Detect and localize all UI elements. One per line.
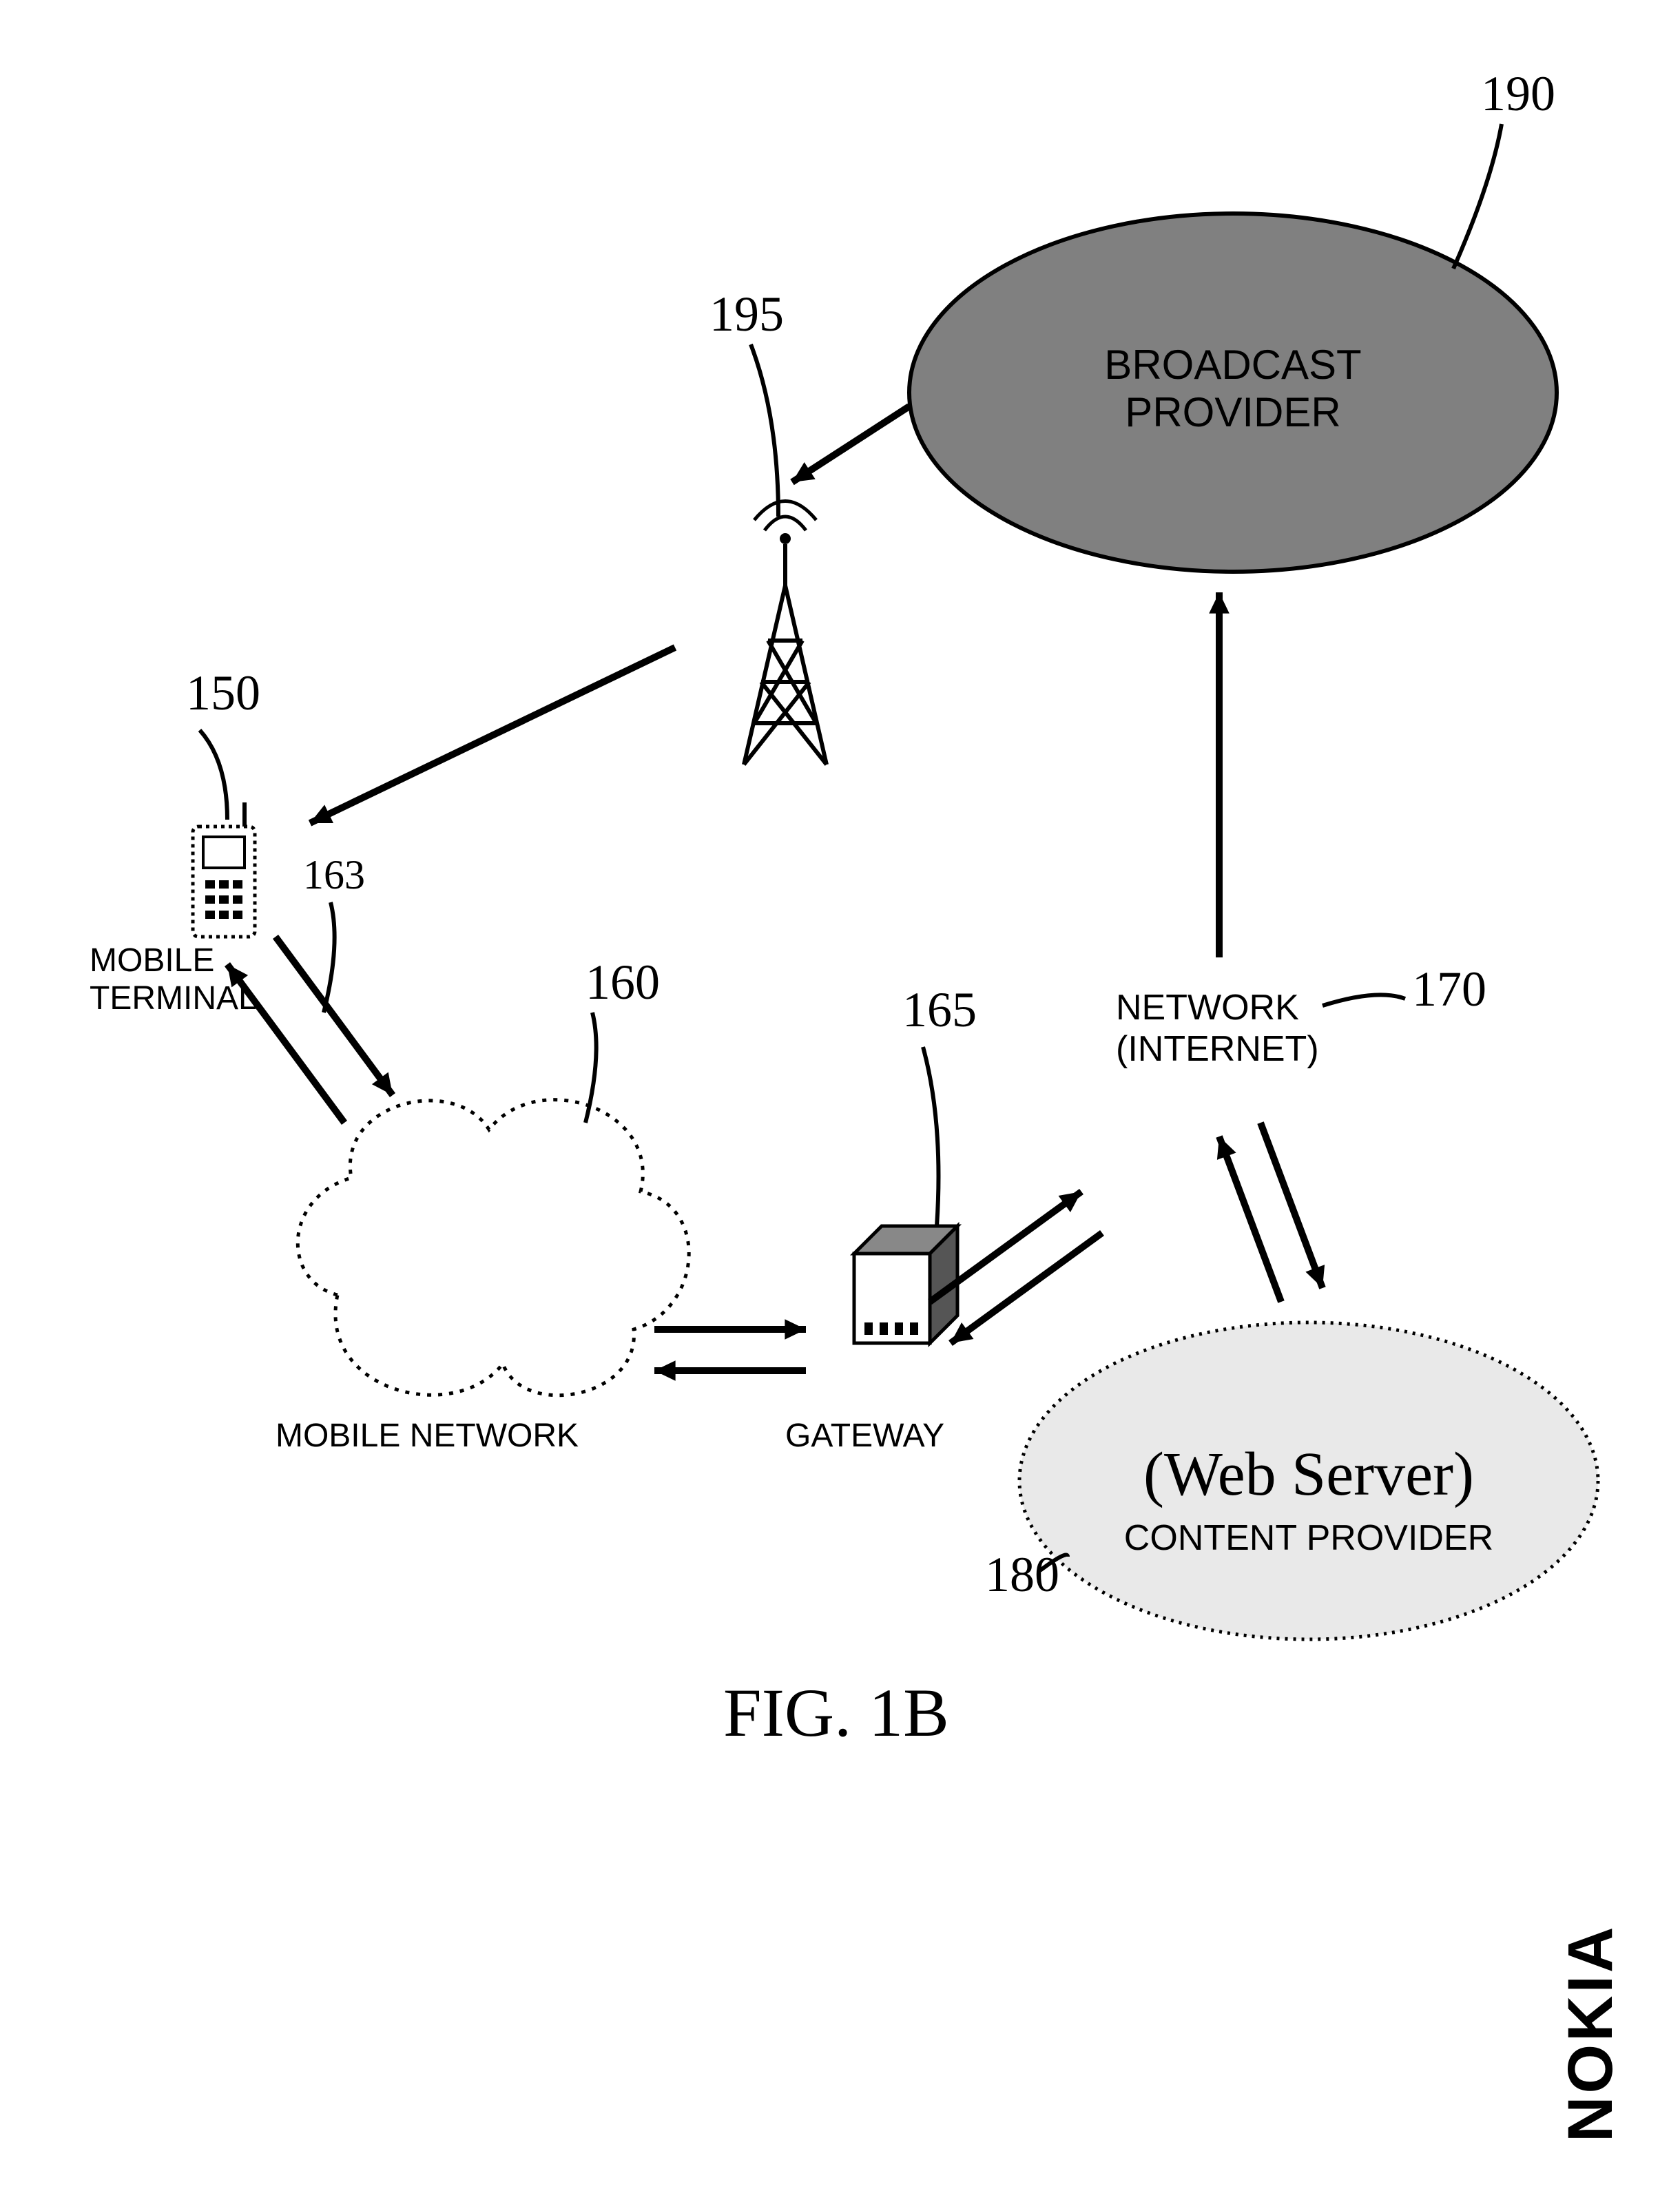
svg-text:MOBILE NETWORK: MOBILE NETWORK — [276, 1418, 579, 1454]
broadcast-tower-icon: 195 — [709, 287, 827, 765]
mobile-terminal-icon: MOBILETERMINAL150 — [90, 665, 260, 1017]
svg-text:FIG. 1B: FIG. 1B — [723, 1674, 949, 1751]
svg-text:180: 180 — [985, 1547, 1059, 1602]
svg-text:(Web Server): (Web Server) — [1143, 1440, 1474, 1508]
broadcast-provider: BROADCASTPROVIDER 190 — [909, 66, 1557, 572]
svg-text:GATEWAY: GATEWAY — [785, 1418, 944, 1454]
content-provider: (Web Server) CONTENT PROVIDER 180 — [985, 1322, 1598, 1639]
svg-text:195: 195 — [709, 287, 784, 342]
mobile-network: MOBILE NETWORK 160 — [276, 955, 689, 1454]
brand-logo: NOKIA — [1555, 1924, 1626, 2142]
svg-text:190: 190 — [1481, 66, 1555, 121]
svg-text:163: 163 — [303, 852, 365, 897]
svg-text:165: 165 — [902, 982, 977, 1037]
svg-text:NOKIA: NOKIA — [1555, 1924, 1626, 2142]
svg-text:170: 170 — [1412, 962, 1486, 1017]
gateway-icon: GATEWAY 165 — [785, 982, 977, 1454]
svg-text:NETWORK: NETWORK — [1116, 988, 1299, 1028]
svg-text:PROVIDER: PROVIDER — [1125, 389, 1340, 435]
svg-text:MOBILE: MOBILE — [90, 942, 214, 979]
network-internet-label: NETWORK(INTERNET) 170 — [1116, 962, 1486, 1069]
svg-text:(INTERNET): (INTERNET) — [1116, 1029, 1319, 1069]
svg-text:150: 150 — [186, 665, 260, 720]
svg-text:160: 160 — [585, 955, 660, 1010]
svg-text:BROADCAST: BROADCAST — [1104, 342, 1361, 388]
svg-text:CONTENT PROVIDER: CONTENT PROVIDER — [1124, 1518, 1493, 1558]
